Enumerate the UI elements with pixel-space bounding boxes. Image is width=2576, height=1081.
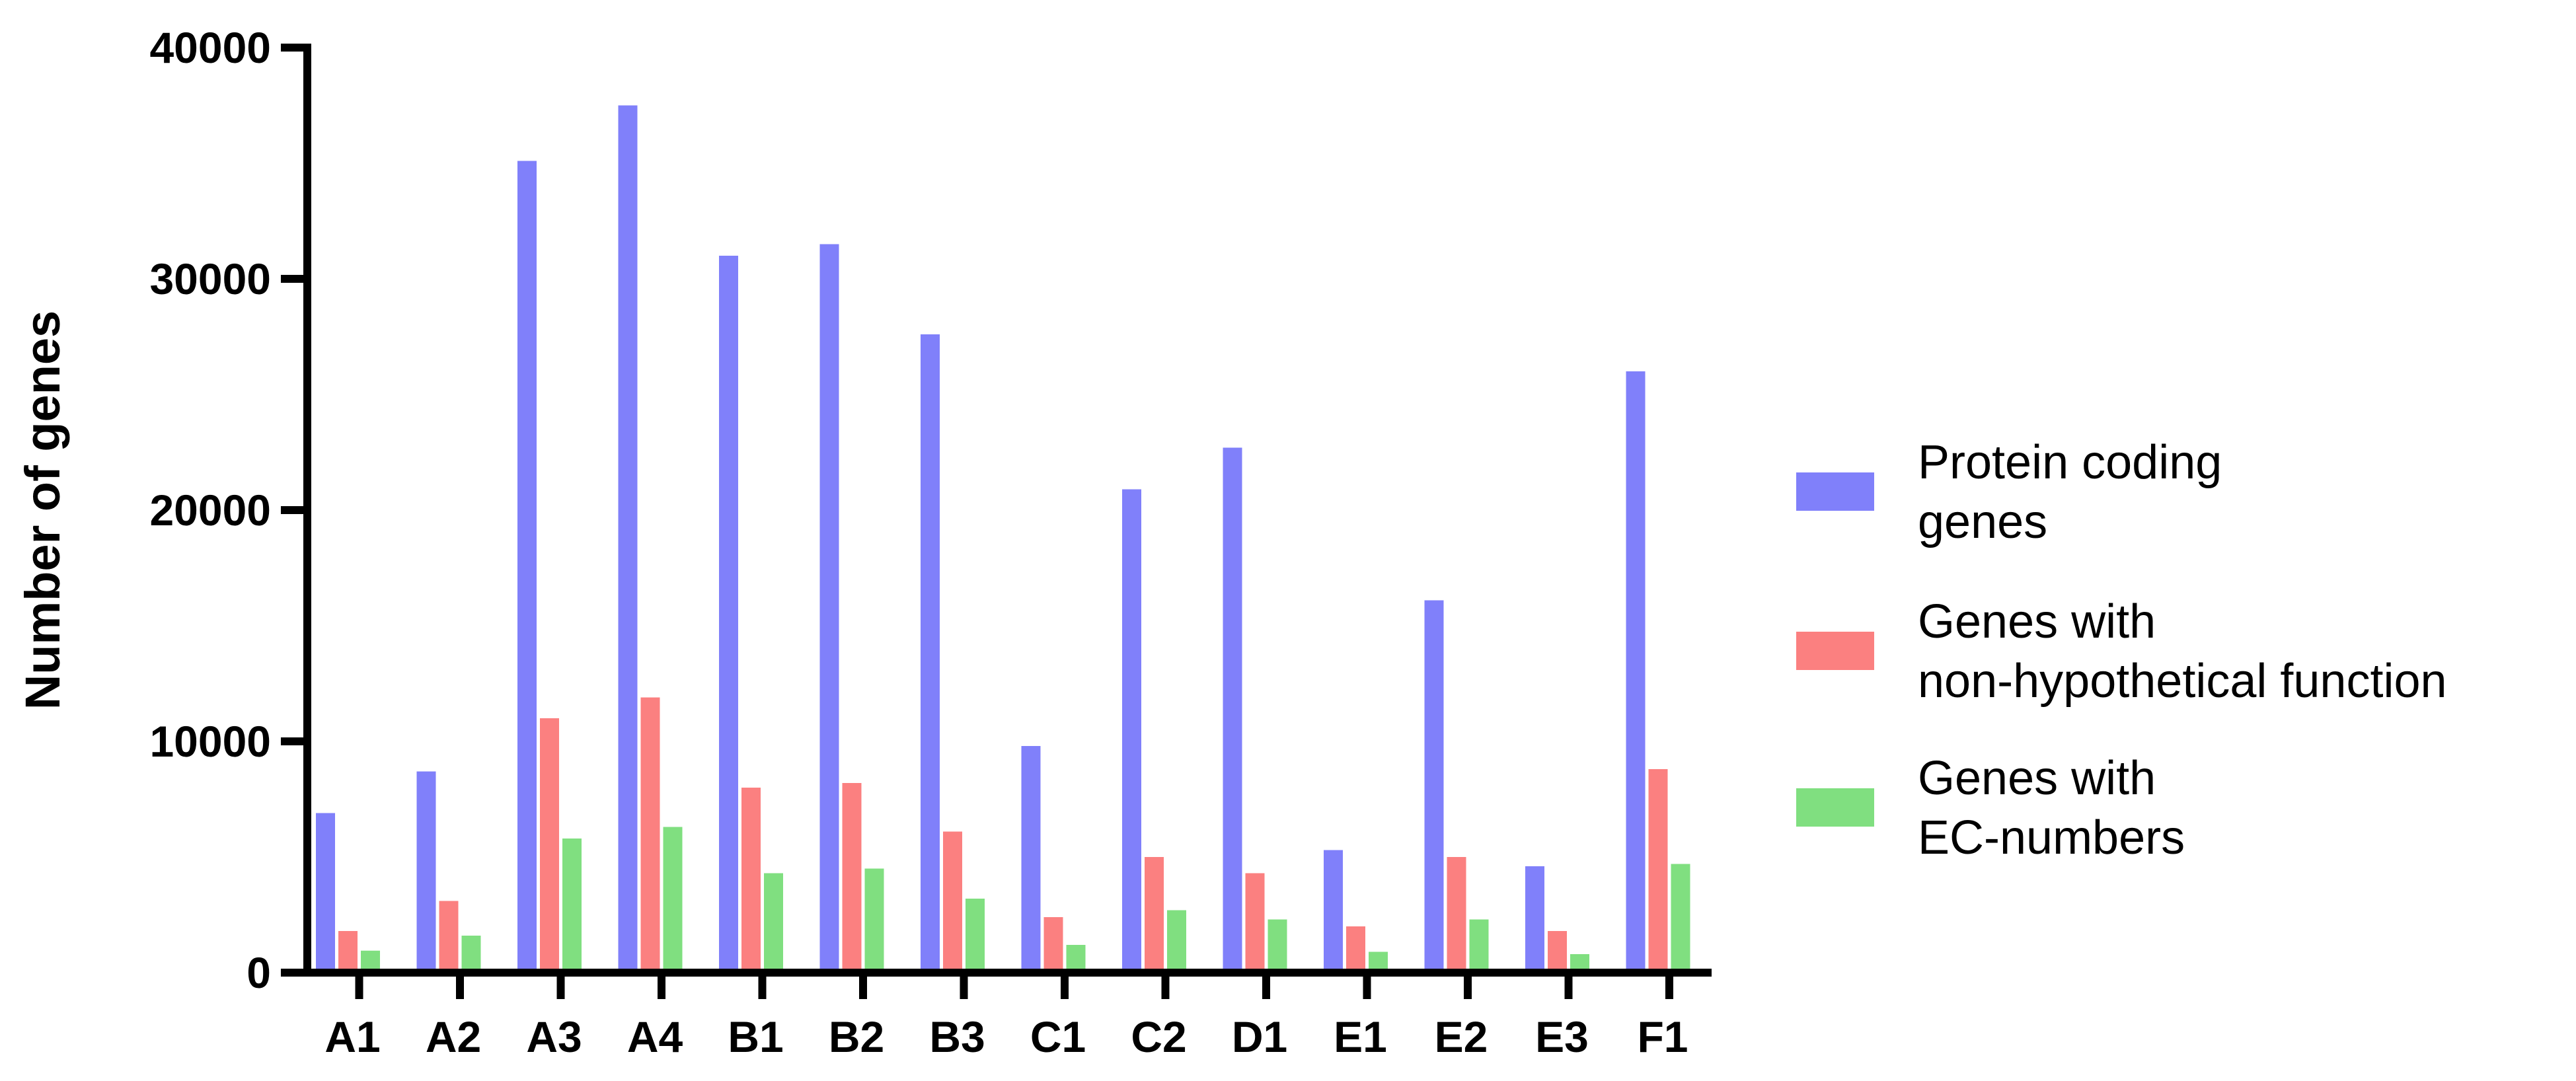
bar-B2-series-1	[819, 244, 839, 973]
legend-label-series-3: Genes with	[1918, 752, 2156, 805]
y-tick-label: 40000	[149, 23, 271, 72]
x-tick-label: C2	[1131, 1012, 1186, 1061]
bar-E2-series-2	[1447, 857, 1466, 973]
y-axis-title: Number of genes	[15, 311, 70, 710]
bar-E3-series-2	[1548, 931, 1567, 973]
bar-A1-series-2	[338, 931, 358, 973]
x-tick-label: A4	[627, 1012, 683, 1061]
legend-label-series-2: Genes with	[1918, 595, 2156, 648]
bar-B1-series-3	[764, 873, 783, 973]
x-tick-label: B3	[929, 1012, 985, 1061]
bar-A3-series-2	[540, 718, 559, 973]
legend: Protein coding genes Genes with non-hypothe…	[1796, 436, 2447, 864]
bar-F1-series-1	[1626, 371, 1646, 973]
x-tick-label: E3	[1535, 1012, 1589, 1061]
bar-D1-series-3	[1268, 919, 1287, 973]
legend-label-series-1: Protein coding	[1918, 436, 2222, 489]
y-tick-label: 30000	[149, 254, 271, 303]
bar-F1-series-3	[1671, 864, 1690, 973]
y-tick-label: 10000	[149, 717, 271, 766]
bar-B2-series-3	[864, 868, 884, 973]
x-tick-label: E2	[1435, 1012, 1488, 1061]
x-tick-label: A3	[526, 1012, 582, 1061]
bar-C1-series-1	[1021, 746, 1041, 973]
bar-C1-series-3	[1066, 945, 1086, 973]
x-tick-label: B2	[829, 1012, 884, 1061]
bars-group	[316, 105, 1690, 973]
x-tick-label: D1	[1232, 1012, 1287, 1061]
bar-E2-series-3	[1469, 919, 1489, 973]
bar-A4-series-2	[640, 697, 660, 973]
bar-B2-series-2	[842, 783, 862, 973]
legend-label-series-2: non-hypothetical function	[1918, 655, 2447, 708]
bar-C2-series-1	[1122, 489, 1141, 973]
bar-A1-series-1	[316, 813, 335, 973]
bar-C1-series-2	[1043, 917, 1063, 973]
y-tick-label: 20000	[149, 486, 271, 535]
bar-B1-series-2	[741, 788, 761, 973]
legend-swatch-series-1	[1796, 472, 1874, 511]
bar-D1-series-1	[1223, 447, 1242, 973]
bar-E2-series-1	[1424, 600, 1444, 973]
bar-A3-series-3	[562, 839, 582, 973]
axes-group	[303, 44, 1712, 977]
bar-A3-series-1	[517, 161, 537, 973]
bar-B3-series-1	[921, 334, 940, 973]
bar-C2-series-2	[1145, 857, 1164, 973]
bar-C2-series-3	[1167, 910, 1186, 973]
bar-D1-series-2	[1245, 873, 1265, 973]
legend-swatch-series-3	[1796, 788, 1874, 827]
x-tick-label: A2	[426, 1012, 481, 1061]
x-tick-label: A1	[324, 1012, 380, 1061]
x-tick-label: B1	[728, 1012, 783, 1061]
x-tick-label: C1	[1030, 1012, 1086, 1061]
x-tick-label: E1	[1334, 1012, 1387, 1061]
legend-label-series-3: EC-numbers	[1918, 811, 2185, 864]
bar-A4-series-1	[618, 105, 638, 973]
bar-B3-series-2	[943, 831, 962, 973]
bar-A4-series-3	[663, 827, 683, 973]
legend-label-series-1: genes	[1918, 496, 2047, 548]
bar-B1-series-1	[719, 256, 738, 973]
bar-E1-series-1	[1324, 850, 1343, 973]
bar-B3-series-3	[966, 899, 985, 973]
bar-A2-series-3	[461, 936, 481, 973]
y-axis-ticks: 0 10000 20000 30000 40000	[149, 23, 307, 997]
x-tick-label: F1	[1637, 1012, 1688, 1061]
bar-E1-series-2	[1346, 926, 1365, 973]
bar-E3-series-1	[1525, 866, 1544, 973]
y-tick-label: 0	[246, 948, 271, 997]
legend-swatch-series-2	[1796, 632, 1874, 670]
x-axis-ticks: A1 A2 A3 A4 B1 B2 B3 C1 C2 D1 E1 E2 E3 F1	[324, 973, 1688, 1061]
bar-A2-series-1	[416, 771, 436, 973]
bar-A2-series-2	[439, 901, 459, 973]
bar-F1-series-2	[1648, 769, 1668, 973]
